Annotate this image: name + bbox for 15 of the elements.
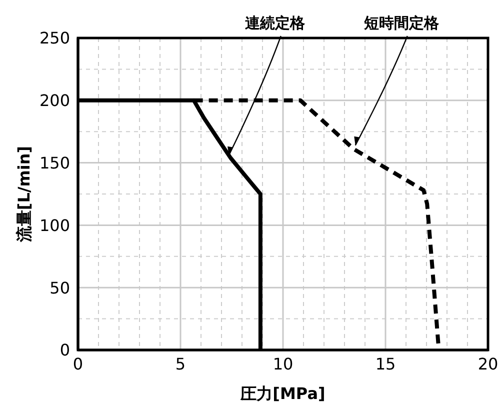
x-tick-label: 10	[272, 354, 294, 374]
x-tick-label: 5	[175, 354, 186, 374]
x-tick-label: 0	[72, 354, 84, 374]
x-tick-label: 20	[478, 354, 498, 374]
y-tick-label: 150	[39, 153, 70, 172]
y-axis-title: 流量[L/min]	[14, 146, 34, 244]
x-axis-title: 圧力[MPa]	[240, 384, 326, 403]
x-tick-label: 15	[375, 354, 396, 374]
annotation: 連続定格	[244, 14, 306, 32]
annotation: 短時間定格	[362, 14, 440, 32]
y-tick-label: 100	[39, 216, 70, 235]
y-tick-label: 0	[60, 340, 70, 360]
y-tick-label: 200	[39, 91, 70, 110]
y-tick-label: 250	[39, 28, 70, 48]
y-tick-label: 50	[50, 278, 70, 298]
